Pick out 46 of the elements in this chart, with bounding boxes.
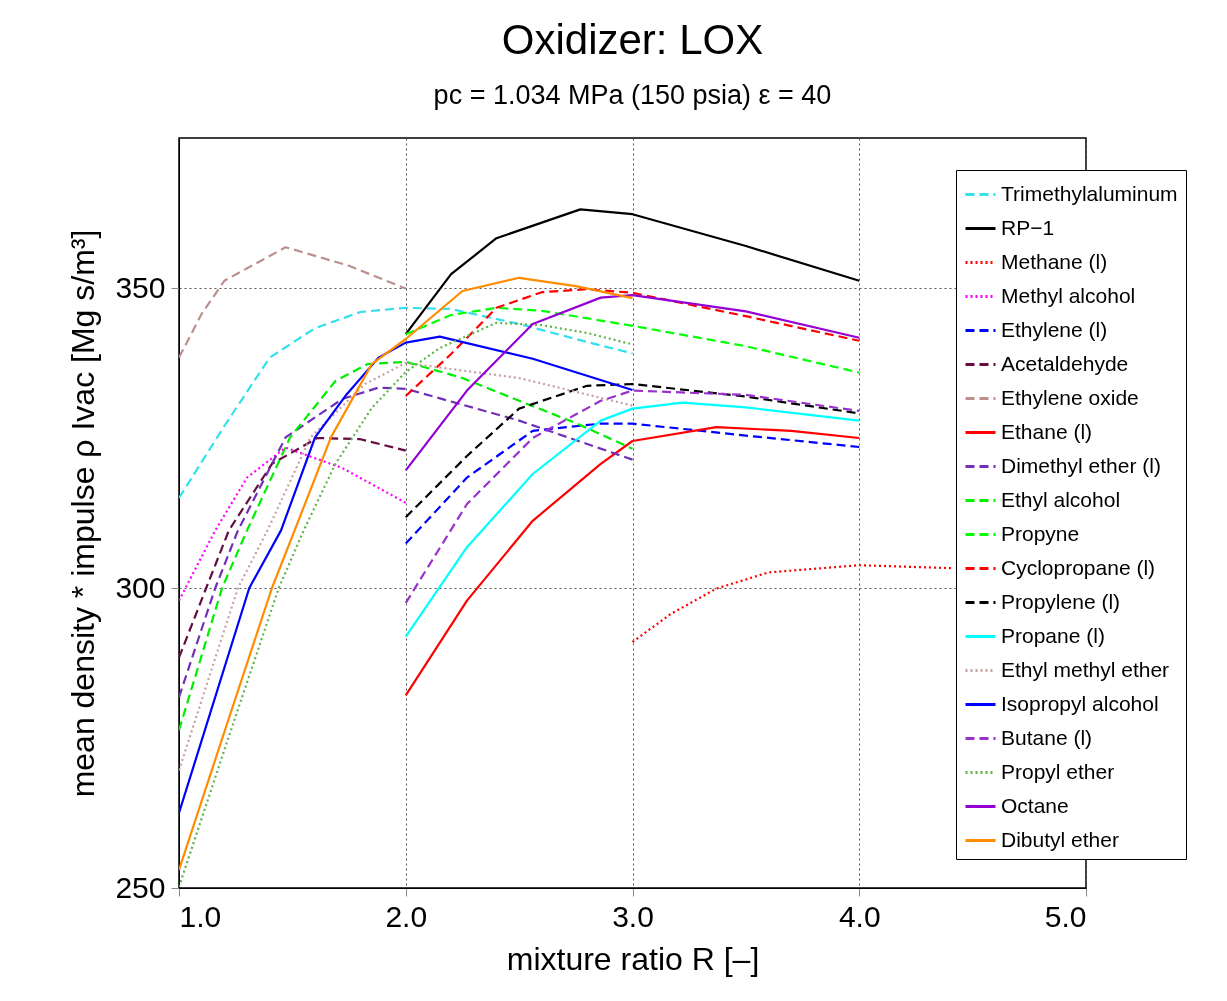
- legend-label: Octane: [1001, 793, 1069, 817]
- line-series: [404, 288, 861, 398]
- x-tick-label: 4.0: [838, 899, 881, 933]
- legend-label: Methyl alcohol: [1001, 283, 1136, 307]
- chart-subtitle: pc = 1.034 MPa (150 psia) ε = 40: [433, 80, 832, 110]
- line-series: [404, 208, 861, 336]
- legend-label: Propyne: [1001, 521, 1080, 545]
- legend-label: Methane (l): [1001, 249, 1108, 273]
- line-series: [179, 246, 407, 359]
- legend-label: Isopropyl alcohol: [1001, 691, 1159, 715]
- legend-label: Ethylene (l): [1001, 317, 1108, 341]
- legend-label: Butane (l): [1001, 725, 1093, 749]
- legend-label: Propyl ether: [1001, 759, 1115, 783]
- legend-label: Propane (l): [1001, 623, 1105, 647]
- legend-label: Ethyl alcohol: [1001, 487, 1121, 511]
- legend-label: Dibutyl ether: [1001, 827, 1119, 851]
- y-tick-label: 250: [115, 870, 166, 904]
- y-axis-title: mean density * impulse ρ Ivac [Mg s/m³]: [65, 229, 102, 798]
- legend-label: Ethyl methyl ether: [1001, 657, 1170, 681]
- legend-label: Ethane (l): [1001, 419, 1093, 443]
- x-tick-label: 1.0: [179, 899, 222, 933]
- line-series: [179, 436, 407, 659]
- line-series: [404, 306, 861, 374]
- line-series: [631, 564, 954, 644]
- line-series: [404, 426, 861, 697]
- x-tick-label: 3.0: [612, 899, 654, 933]
- line-series: [404, 422, 861, 545]
- legend-label: Dimethyl ether (l): [1001, 453, 1161, 477]
- line-series: [404, 389, 861, 605]
- line-series: [179, 386, 634, 699]
- line-series: [404, 401, 861, 638]
- y-tick-label: 300: [115, 570, 166, 604]
- x-tick-label: 5.0: [1044, 899, 1087, 933]
- legend-label: Trimethylaluminum: [1001, 181, 1178, 205]
- x-tick-label: 2.0: [385, 899, 428, 933]
- line-series: [404, 294, 861, 472]
- x-axis-title: mixture ratio R [–]: [506, 940, 760, 977]
- legend-label: Acetaldehyde: [1001, 351, 1129, 375]
- legend-label: Propylene (l): [1001, 589, 1121, 613]
- chart-title: Oxidizer: LOX: [501, 16, 764, 63]
- legend-label: Cyclopropane (l): [1001, 555, 1156, 579]
- legend-label: RP−1: [1001, 215, 1055, 239]
- legend-label: Ethylene oxide: [1001, 385, 1139, 409]
- line-series: [179, 446, 407, 602]
- y-tick-label: 350: [115, 270, 166, 304]
- line-series: [179, 306, 634, 500]
